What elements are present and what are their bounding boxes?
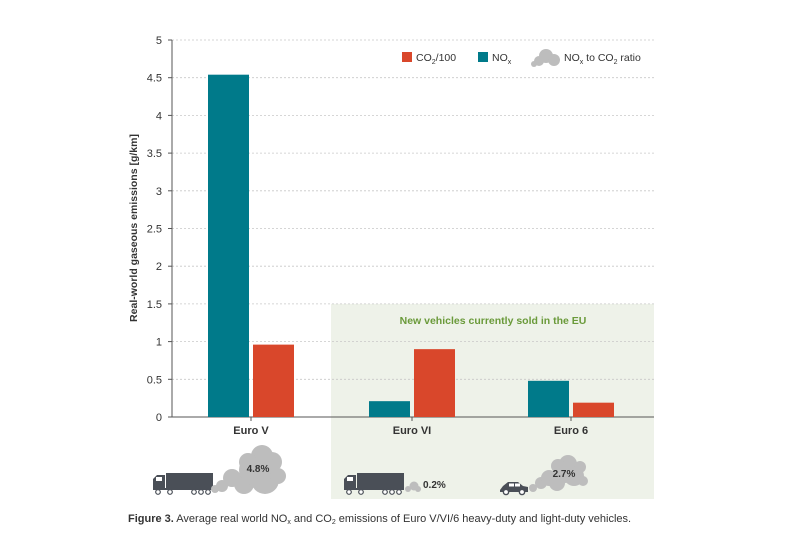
legend-swatch-co2	[402, 52, 412, 62]
y-axis-label: Real-world gaseous emissions [g/km]	[128, 134, 140, 322]
legend-swatch-nox	[478, 52, 488, 62]
y-tick-label: 1.5	[147, 299, 162, 311]
bar-nox-euro-6	[528, 380, 569, 417]
vehicle-row: 4.8% 0.2% 2.7%	[153, 445, 588, 496]
highlight-label: New vehicles currently sold in the EU	[400, 315, 587, 327]
y-tick-label: 2.5	[147, 224, 162, 236]
truck-icon	[153, 473, 213, 495]
cloud-icon	[211, 445, 286, 494]
y-tick-labels: 0 0.5 1 1.5 2 2.5 3 3.5 4 4.5 5	[147, 35, 172, 424]
y-tick-label: 0	[156, 412, 162, 424]
y-tick-label: 0.5	[147, 374, 162, 386]
bar-co2-100-euro-v	[253, 344, 294, 417]
bar-co2-100-euro-6	[573, 402, 614, 417]
category-labels: Euro V Euro VI Euro 6	[233, 417, 588, 437]
cloud-icon	[529, 455, 588, 492]
cloud-icon	[405, 481, 421, 492]
y-tick-label: 3	[156, 186, 162, 198]
y-tick-label: 4.5	[147, 73, 162, 85]
bar-co2-100-euro-vi	[414, 349, 455, 417]
figure-caption: Figure 3. Average real world NOx and CO2…	[128, 513, 632, 526]
bars	[208, 74, 614, 418]
truck-icon	[344, 473, 404, 495]
ratio-label: 2.7%	[553, 469, 576, 480]
y-tick-label: 2	[156, 261, 162, 273]
car-icon	[500, 482, 528, 496]
emissions-chart: 0 0.5 1 1.5 2 2.5 3 3.5 4 4.5 5 Real-world gaseous…	[128, 35, 654, 499]
y-tick-label: 3.5	[147, 148, 162, 160]
ratio-label: 0.2%	[423, 480, 446, 491]
gridlines	[172, 39, 654, 380]
ratio-label: 4.8%	[247, 464, 270, 475]
legend-label-nox: NOx	[492, 52, 512, 66]
category-label: Euro V	[233, 425, 269, 437]
category-label: Euro VI	[393, 425, 432, 437]
y-tick-label: 4	[156, 110, 162, 122]
y-tick-label: 1	[156, 337, 162, 349]
legend-label-co2: CO2/100	[416, 52, 456, 66]
legend: CO2/100 NOx NOx to CO2 ratio	[402, 49, 641, 67]
y-tick-label: 5	[156, 35, 162, 47]
bar-nox-euro-vi	[369, 401, 410, 417]
cloud-icon	[531, 49, 560, 67]
legend-label-ratio: NOx to CO2 ratio	[564, 52, 641, 66]
bar-nox-euro-v	[208, 74, 249, 418]
category-label: Euro 6	[554, 425, 588, 437]
